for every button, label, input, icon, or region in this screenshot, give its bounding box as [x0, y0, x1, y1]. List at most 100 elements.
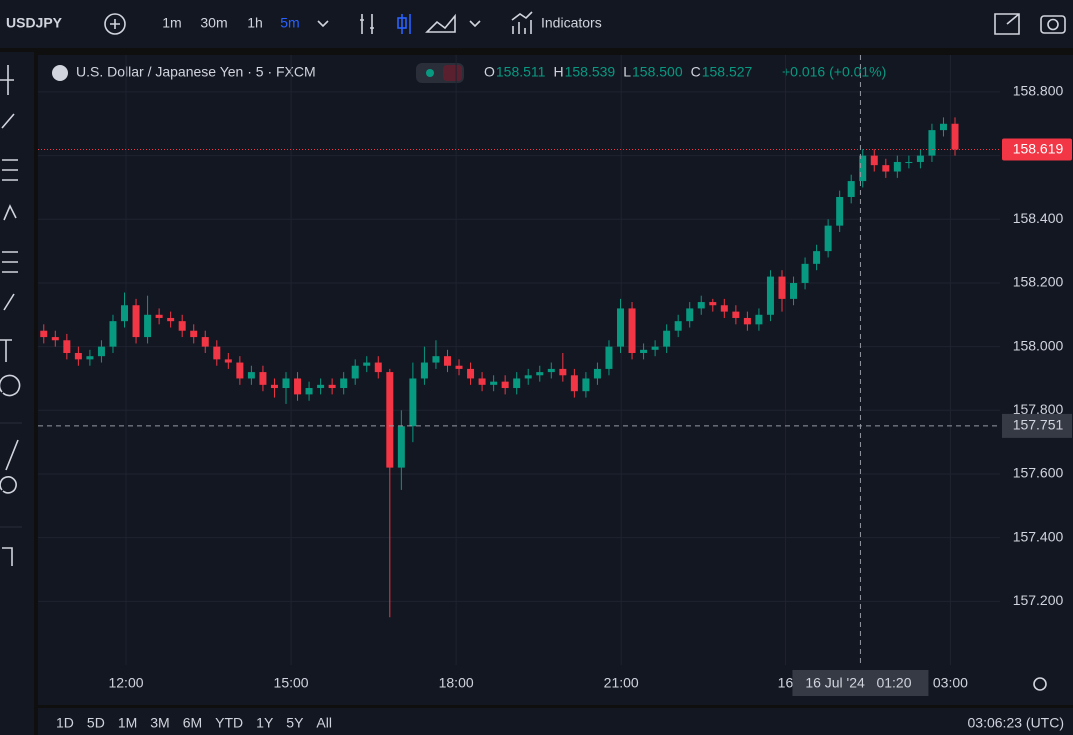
time-label: 21:00: [604, 675, 639, 691]
candle-body: [455, 365, 463, 369]
candle-body: [686, 308, 694, 322]
candle-body: [409, 378, 417, 427]
candle-body: [317, 384, 325, 389]
snapshot-share[interactable]: [994, 13, 1020, 35]
price-label: 157.600: [1013, 465, 1064, 481]
range-button[interactable]: 1M: [118, 715, 137, 731]
price-label: 157.400: [1013, 528, 1064, 544]
range-button[interactable]: YTD: [215, 715, 243, 731]
camera[interactable]: [1040, 15, 1066, 34]
candle-body: [420, 362, 428, 379]
candle-body: [766, 276, 774, 315]
candle-body: [224, 359, 232, 363]
price-label: 158.800: [1013, 83, 1064, 99]
candle-body: [201, 337, 209, 347]
range-button[interactable]: 5D: [87, 715, 105, 731]
candle-body: [270, 384, 278, 389]
ohlc-key: L: [623, 64, 631, 80]
candle-body: [697, 302, 705, 309]
ranges: 1D 5D 1M 3M 6M YTD 1Y 5Y All: [56, 715, 332, 731]
candle-body: [605, 346, 613, 369]
ohlc-key: H: [553, 64, 563, 80]
flag-icon: [52, 65, 68, 81]
candle-body: [490, 381, 498, 385]
crosshair-price-box: [1002, 413, 1072, 438]
symbol[interactable]: USDJPY: [6, 15, 63, 31]
candle-body: [617, 308, 625, 347]
candle-body: [282, 378, 290, 389]
intervals: 1m 30m 1h 5m: [162, 15, 299, 31]
candle-body: [755, 314, 763, 325]
candle-body: [86, 356, 94, 360]
candle-body: [870, 155, 878, 166]
candle-body: [570, 375, 578, 392]
separator: [0, 422, 22, 528]
price-label: 158.200: [1013, 274, 1064, 290]
dropdown[interactable]: [317, 20, 329, 28]
indicators-icon[interactable]: [511, 11, 533, 34]
candle-body: [732, 311, 740, 318]
interval[interactable]: 30m: [200, 15, 227, 31]
candle-body: [328, 384, 336, 389]
bars-icon[interactable]: [360, 14, 374, 34]
candle-body: [559, 368, 567, 376]
clock: 03:06:23 (UTC): [968, 715, 1064, 731]
candle-body: [432, 356, 440, 363]
range-button[interactable]: 1D: [56, 715, 74, 731]
top-toolbar: [0, 0, 1073, 48]
range-button[interactable]: 6M: [183, 715, 202, 731]
area-icon[interactable]: [425, 13, 456, 33]
interval[interactable]: 1m: [162, 15, 181, 31]
candle-body: [709, 302, 717, 306]
candle-body: [859, 155, 867, 182]
range-button[interactable]: 3M: [150, 715, 169, 731]
left-toolbar: [0, 52, 34, 735]
candle-body: [213, 346, 221, 360]
candle-body: [524, 375, 532, 379]
range-button[interactable]: 1Y: [256, 715, 274, 731]
add-symbol[interactable]: [104, 13, 126, 35]
interval[interactable]: 5m: [280, 15, 299, 31]
candle-body: [340, 378, 348, 389]
time-label: 18:00: [439, 675, 474, 691]
price-label: 158.400: [1013, 210, 1064, 226]
range-button[interactable]: 5Y: [286, 715, 304, 731]
candle-body: [305, 388, 313, 395]
ohlc-value: 158.539: [565, 64, 616, 80]
candle-body: [905, 161, 913, 163]
candle-body: [247, 372, 255, 379]
candle-body: [916, 155, 924, 162]
price-axis-bg: [1000, 55, 1073, 705]
crosshair-time-box: [792, 670, 929, 696]
market-status: [426, 69, 434, 77]
indicators-button[interactable]: Indicators: [541, 15, 602, 31]
candle-body: [847, 181, 855, 197]
candle-body: [882, 165, 890, 172]
candle-body: [467, 368, 475, 379]
settings[interactable]: [1033, 677, 1047, 691]
change: +0.016 (+0.01%): [782, 64, 886, 80]
candle-body: [536, 372, 544, 376]
price-label: 157.800: [1013, 401, 1064, 417]
candle-body: [951, 123, 959, 150]
range-button[interactable]: All: [316, 715, 332, 731]
last-price-box: [1002, 138, 1072, 161]
candle-body: [190, 330, 198, 338]
candle-body: [582, 378, 590, 392]
time-label: 15:00: [274, 675, 309, 691]
candle-body: [743, 317, 751, 325]
candle-body: [628, 308, 636, 353]
candle-body: [155, 314, 163, 318]
time-label: 03:00: [933, 675, 968, 691]
candle-body: [939, 123, 947, 131]
candle-body: [478, 378, 486, 385]
interval[interactable]: 1h: [247, 15, 263, 31]
dropdown[interactable]: [469, 20, 481, 28]
candles-icon[interactable]: [397, 17, 407, 29]
candle-body: [97, 346, 105, 357]
candle-body: [167, 317, 175, 322]
candle-body: [593, 368, 601, 379]
candle-body: [259, 372, 267, 385]
drawing-tools[interactable]: [0, 65, 21, 566]
